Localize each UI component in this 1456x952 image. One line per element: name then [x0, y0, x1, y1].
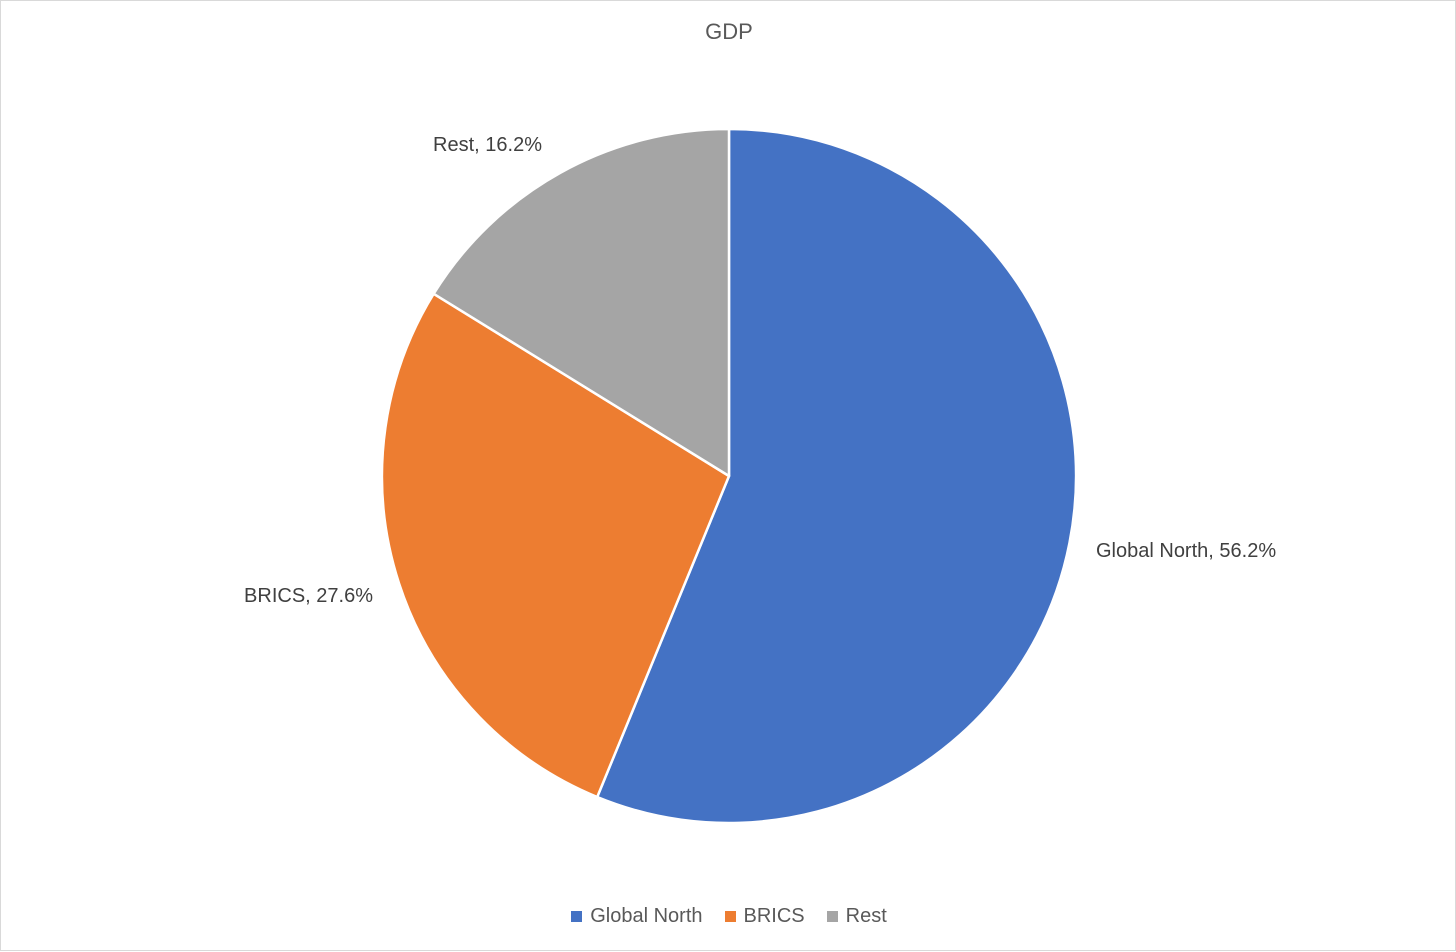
pie-slice-global-north[interactable]	[595, 127, 1078, 825]
chart-title: GDP	[705, 19, 753, 44]
legend-swatch-rest	[826, 911, 838, 922]
data-label-rest: Rest, 16.2%	[433, 134, 542, 156]
data-label-brics: BRICS, 27.6%	[244, 585, 373, 607]
legend-item-global-north[interactable]: Global North	[571, 905, 703, 928]
legend-label-brics: BRICS	[743, 905, 805, 927]
legend-item-rest[interactable]: Rest	[826, 905, 887, 928]
pie-slice-rest[interactable]	[432, 127, 731, 478]
legend-label-rest: Rest	[845, 905, 887, 927]
pie-data-labels: Global North, 56.2% BRICS, 27.6% Rest, 16.…	[244, 134, 1276, 607]
legend-swatch-brics	[724, 911, 736, 922]
legend: Global North BRICS Rest	[1, 905, 1456, 928]
legend-swatch-global-north	[571, 911, 583, 922]
pie-slice-brics[interactable]	[380, 292, 731, 799]
pie-slices	[380, 127, 1078, 825]
data-label-global-north: Global North, 56.2%	[1096, 540, 1276, 562]
legend-label-global-north: Global North	[590, 905, 703, 927]
legend-item-brics[interactable]: BRICS	[724, 905, 805, 928]
